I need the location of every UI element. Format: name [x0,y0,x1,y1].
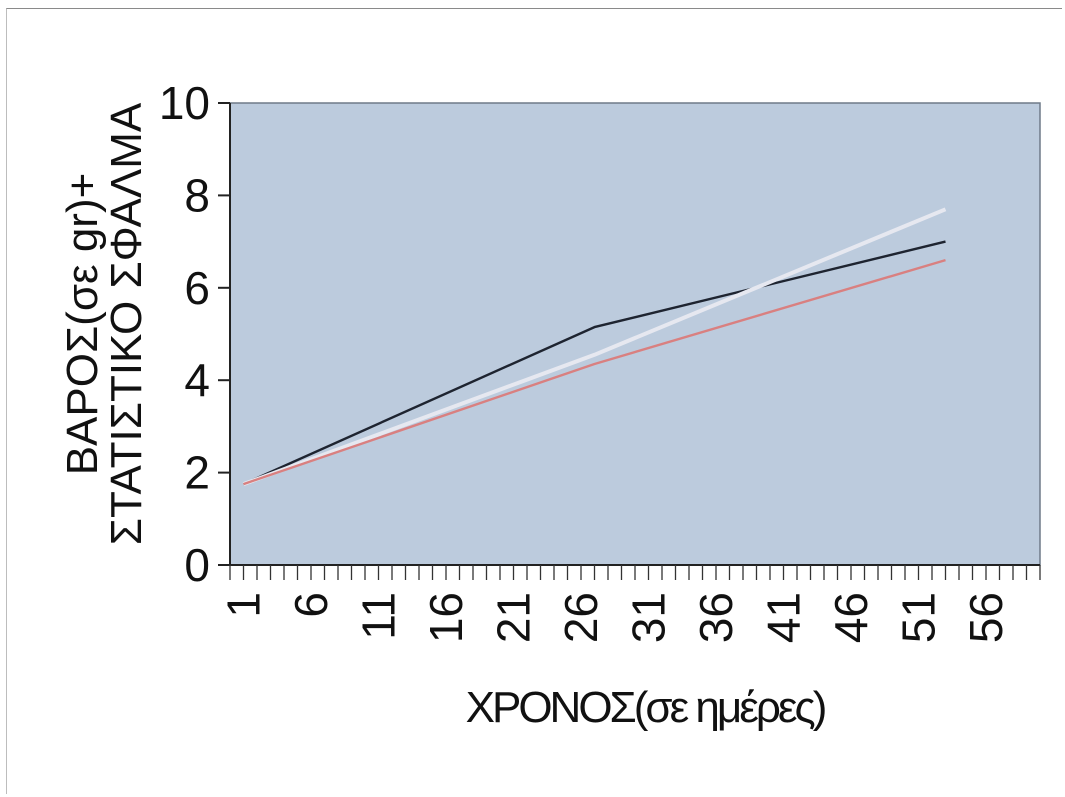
plot-area [229,102,1041,566]
y-axis-title-line-1: ΒΑΡΟΣ(σε gr)+ [58,173,107,476]
x-tick-label: 6 [285,592,337,618]
y-tick-label: 2 [184,447,210,499]
series-layer [242,207,947,486]
x-tick-label: 31 [623,592,675,643]
x-axis-title: ΧΡΟΝΟΣ(σε ημέρες) [466,683,825,732]
x-tick-label: 26 [555,592,607,643]
y-tick-label: 8 [184,169,210,221]
x-tick-label: 46 [825,592,877,643]
y-axis-title: ΒΑΡΟΣ(σε gr)+ ΣΤΑΤΙΣΤΙΚΟ ΣΦΑΛΜΑ [58,102,151,545]
x-axis: 1 6 11 16 21 26 31 36 41 46 51 56 [218,564,1041,643]
y-tick-label: 0 [184,539,210,591]
x-tick-label: 51 [893,592,945,643]
x-tick-label: 41 [758,592,810,643]
x-tick-label: 11 [353,592,405,640]
series-line-2 [242,207,947,486]
y-tick-label: 6 [184,262,210,314]
x-tick-label: 56 [960,592,1012,643]
x-tick-label: 1 [218,592,270,618]
x-tick-label: 21 [488,592,540,643]
y-tick-label: 4 [184,354,210,406]
series-line-3 [243,258,946,486]
y-tick-label: 10 [159,77,210,129]
chart-frame [6,8,1062,794]
x-tick-label: 16 [420,592,472,643]
series-line-1 [243,240,946,486]
x-tick-label: 36 [690,592,742,643]
y-axis-title-line-2: ΣΤΑΤΙΣΤΙΚΟ ΣΦΑΛΜΑ [102,102,151,545]
y-axis: 0 2 4 6 8 10 [159,77,231,591]
